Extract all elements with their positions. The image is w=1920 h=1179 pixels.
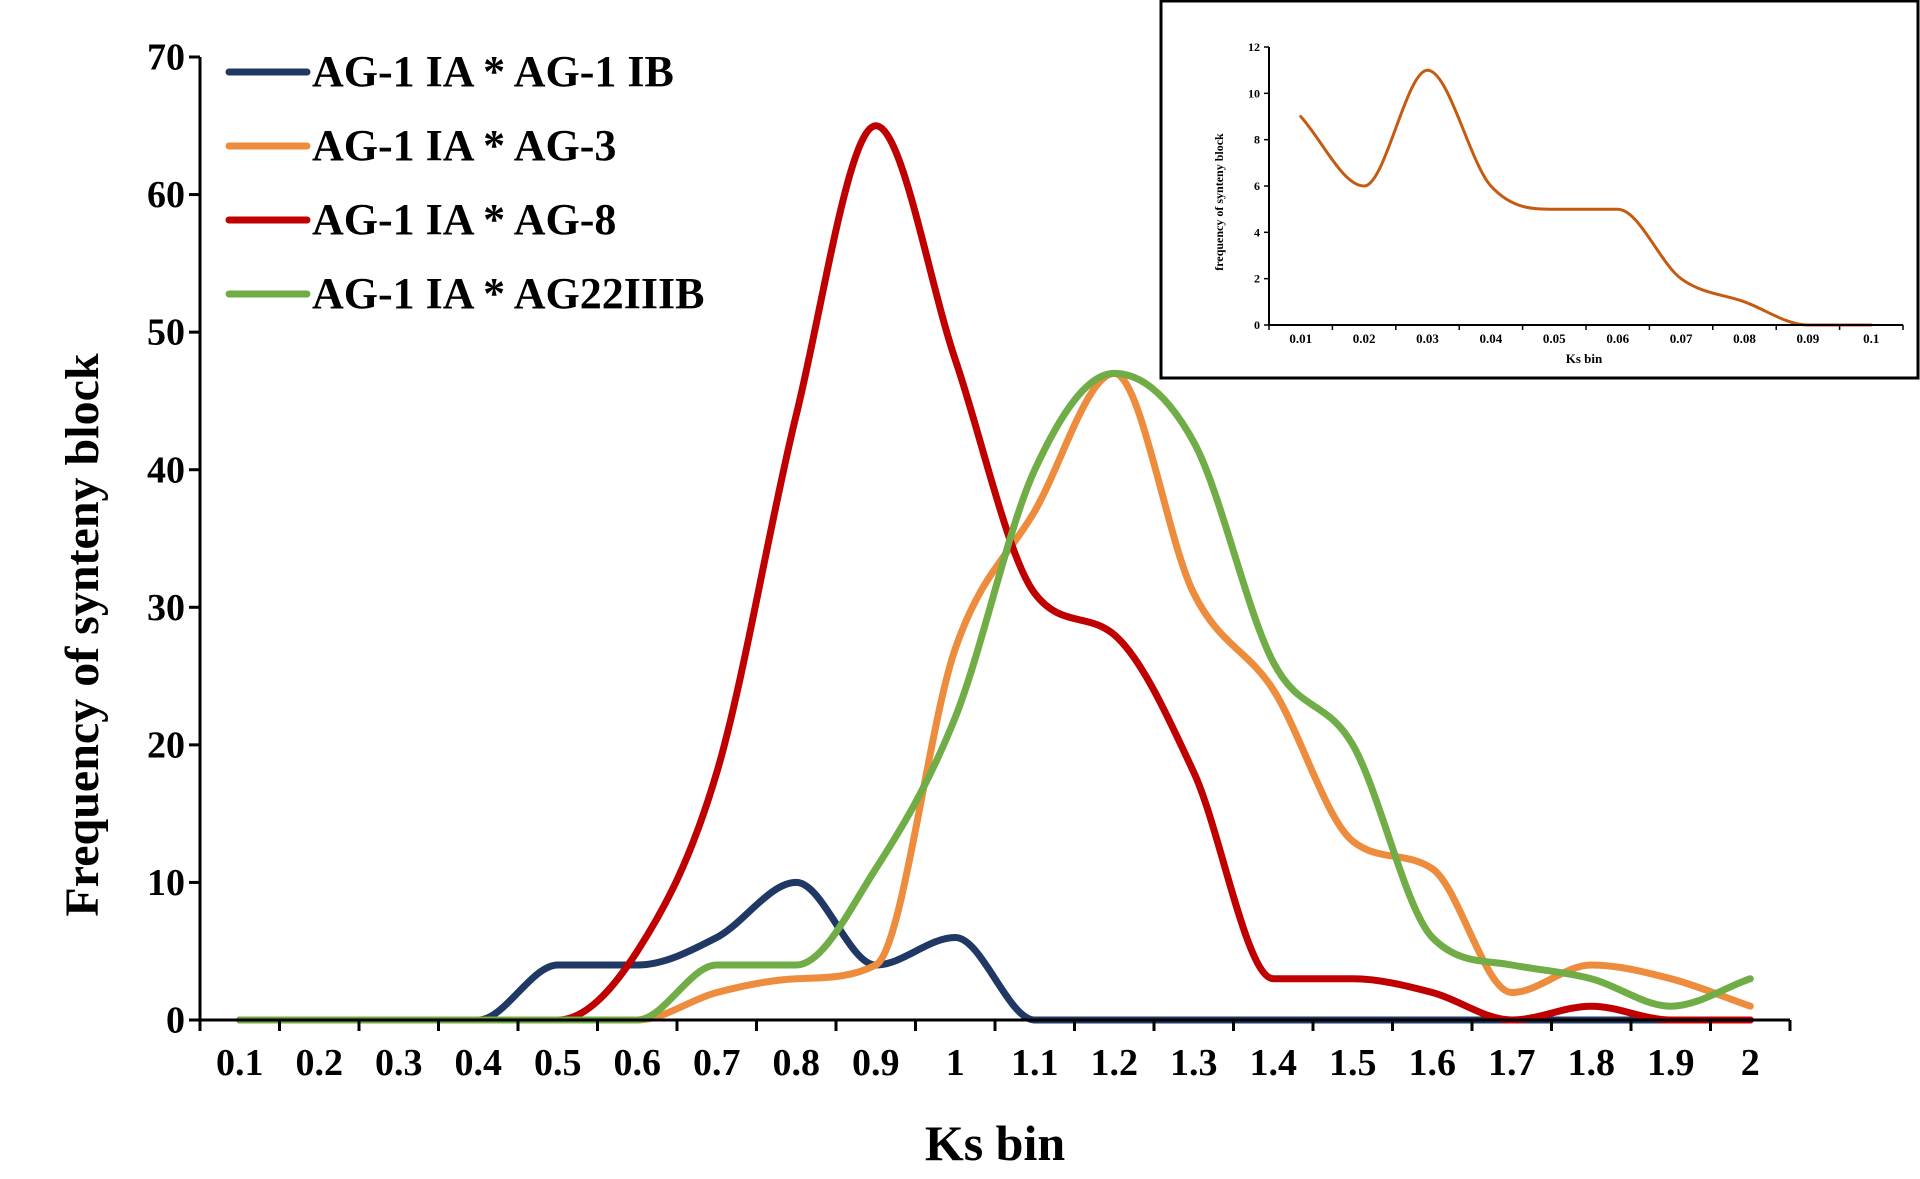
main-x-tick-label: 0.5 bbox=[534, 1042, 582, 1084]
inset-y-tick-label: 8 bbox=[1254, 133, 1260, 147]
main-y-tick-label: 60 bbox=[147, 174, 185, 216]
legend-label: AG-1 IA * AG-3 bbox=[312, 121, 616, 170]
inset-series-line-1 bbox=[1299, 68, 1873, 327]
inset-series-group bbox=[1299, 68, 1873, 327]
main-x-tick-label: 0.9 bbox=[852, 1042, 900, 1084]
inset-x-ticks: 0.01 0.02 0.03 0.04 0.05 0.06 0.07 0.08 0.09 0.1 bbox=[1268, 325, 1904, 346]
main-x-tick-label: 1.1 bbox=[1011, 1042, 1059, 1084]
main-x-tick-label: 1.6 bbox=[1409, 1042, 1457, 1084]
main-x-tick-label: 1.8 bbox=[1568, 1042, 1616, 1084]
inset-x-tick-label: 0.05 bbox=[1543, 331, 1566, 346]
main-x-tick-label: 1.9 bbox=[1647, 1042, 1695, 1084]
inset-frame bbox=[1159, 0, 1920, 380]
legend-label: AG-1 IA * AG-8 bbox=[312, 195, 616, 244]
inset-y-tick-label: 12 bbox=[1248, 40, 1260, 54]
inset-x-axis-title: Ks bin bbox=[1566, 351, 1603, 366]
main-x-tick-label: 2 bbox=[1741, 1042, 1760, 1084]
legend-label: AG-1 IA * AG22IIIB bbox=[312, 269, 704, 318]
main-y-tick-label: 0 bbox=[166, 1000, 185, 1042]
main-x-tick-label: 1.7 bbox=[1488, 1042, 1536, 1084]
inset-y-tick-label: 2 bbox=[1254, 272, 1260, 286]
main-x-tick-label: 0.2 bbox=[296, 1042, 344, 1084]
inset-x-tick-label: 0.03 bbox=[1416, 331, 1439, 346]
main-series-line-2 bbox=[236, 369, 1754, 1024]
legend-label: AG-1 IA * AG-1 IB bbox=[312, 47, 674, 96]
main-x-tick-label: 0.8 bbox=[773, 1042, 821, 1084]
main-y-tick-label: 30 bbox=[147, 587, 185, 629]
inset-y-tick-label: 0 bbox=[1254, 318, 1260, 332]
inset-y-tick-label: 10 bbox=[1248, 86, 1260, 100]
inset-x-tick-label: 0.01 bbox=[1289, 331, 1312, 346]
main-x-axis-title: Ks bin bbox=[925, 1115, 1066, 1171]
main-x-tick-label: 1.4 bbox=[1250, 1042, 1298, 1084]
main-y-axis-title: Frequency of synteny block bbox=[56, 353, 109, 916]
main-y-tick-label: 70 bbox=[147, 37, 185, 79]
main-y-tick-label: 10 bbox=[147, 862, 185, 904]
inset-y-axis-title: frequency of synteny block bbox=[1212, 133, 1226, 271]
inset-x-tick-label: 0.02 bbox=[1353, 331, 1376, 346]
inset-x-tick-label: 0.1 bbox=[1863, 331, 1879, 346]
inset-x-tick-label: 0.04 bbox=[1480, 331, 1503, 346]
main-x-tick-label: 0.1 bbox=[216, 1042, 264, 1084]
main-y-tick-label: 20 bbox=[147, 724, 185, 766]
inset-y-tick-label: 6 bbox=[1254, 179, 1260, 193]
main-y-tick-label: 50 bbox=[147, 312, 185, 354]
main-x-tick-label: 0.6 bbox=[614, 1042, 662, 1084]
main-legend: AG-1 IA * AG-1 IB AG-1 IA * AG-3 AG-1 IA *… bbox=[225, 47, 704, 318]
main-y-tick-label: 40 bbox=[147, 449, 185, 491]
inset-x-tick-label: 0.07 bbox=[1670, 331, 1693, 346]
inset-x-tick-label: 0.08 bbox=[1733, 331, 1756, 346]
main-x-tick-label: 1.3 bbox=[1170, 1042, 1218, 1084]
main-y-ticks: 0 10 20 30 40 50 60 70 bbox=[147, 37, 200, 1042]
main-x-tick-label: 1.5 bbox=[1329, 1042, 1377, 1084]
inset-x-tick-label: 0.06 bbox=[1606, 331, 1629, 346]
inset-y-tick-label: 4 bbox=[1254, 225, 1260, 239]
main-x-tick-label: 1 bbox=[946, 1042, 965, 1084]
main-x-tick-label: 0.4 bbox=[455, 1042, 503, 1084]
main-x-tick-label: 0.7 bbox=[693, 1042, 741, 1084]
inset-x-tick-label: 0.09 bbox=[1797, 331, 1820, 346]
main-x-tick-label: 1.2 bbox=[1091, 1042, 1139, 1084]
main-series-line-1 bbox=[236, 878, 1754, 1024]
main-series-line-4 bbox=[236, 369, 1754, 1024]
inset-y-ticks: 0 2 4 6 8 10 12 bbox=[1248, 40, 1269, 332]
main-x-tick-label: 0.3 bbox=[375, 1042, 423, 1084]
main-x-ticks: 0.1 0.2 0.3 0.4 0.5 0.6 0.7 0.8 0.9 1 1.1 1.2 1.3 1.4… bbox=[198, 1020, 1792, 1084]
